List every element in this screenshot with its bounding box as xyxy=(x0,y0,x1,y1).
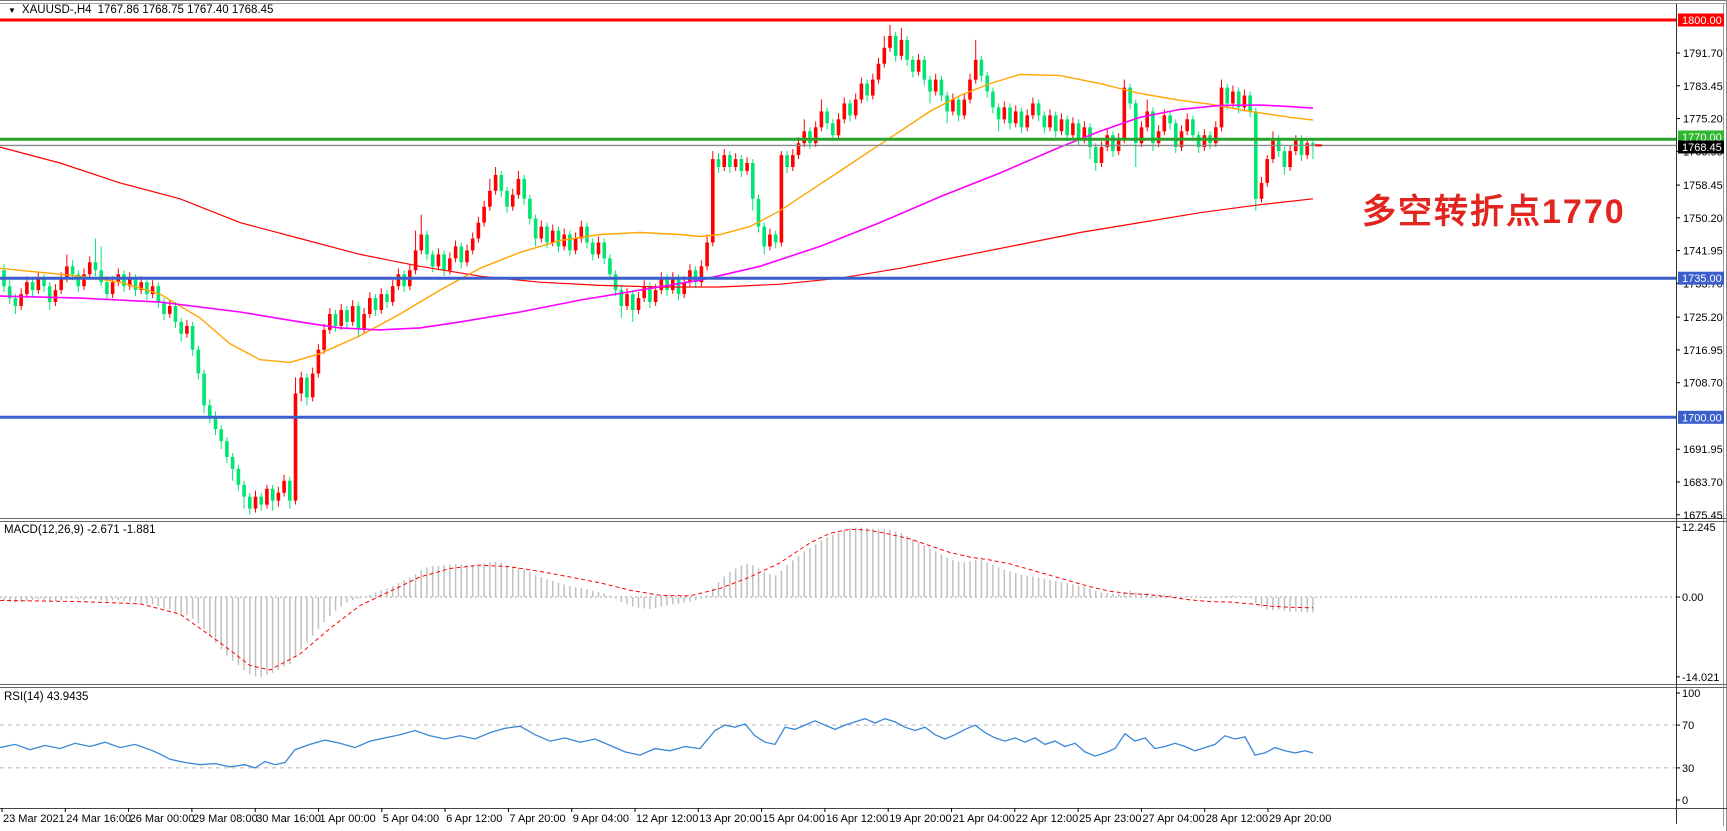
svg-text:6 Apr 12:00: 6 Apr 12:00 xyxy=(446,813,502,825)
svg-text:1691.95: 1691.95 xyxy=(1683,444,1723,456)
collapse-triangle-icon[interactable]: ▼ xyxy=(8,5,16,15)
svg-text:30 Mar 16:00: 30 Mar 16:00 xyxy=(256,813,321,825)
svg-text:70: 70 xyxy=(1682,720,1694,732)
svg-text:1775.20: 1775.20 xyxy=(1683,114,1723,126)
svg-text:24 Mar 16:00: 24 Mar 16:00 xyxy=(66,813,131,825)
svg-text:1800.00: 1800.00 xyxy=(1682,15,1722,27)
moving-averages xyxy=(0,73,1314,364)
svg-text:28 Apr 12:00: 28 Apr 12:00 xyxy=(1206,813,1268,825)
annotation-text-object[interactable]: 多空转折点1770 xyxy=(1362,193,1626,231)
horizontal-price-lines[interactable] xyxy=(0,18,1676,419)
svg-text:1783.45: 1783.45 xyxy=(1683,81,1723,93)
svg-text:1741.95: 1741.95 xyxy=(1683,246,1723,258)
svg-text:1683.70: 1683.70 xyxy=(1683,477,1723,489)
svg-text:1758.45: 1758.45 xyxy=(1683,180,1723,192)
svg-text:1 Apr 00:00: 1 Apr 00:00 xyxy=(320,813,376,825)
ohlc-values-label: 1767.86 1768.75 1767.40 1768.45 xyxy=(97,4,274,16)
svg-text:12 Apr 12:00: 12 Apr 12:00 xyxy=(636,813,698,825)
svg-text:1675.45: 1675.45 xyxy=(1683,510,1723,522)
macd-signal-line xyxy=(0,528,1314,671)
panel-separators[interactable] xyxy=(0,518,1727,809)
svg-text:21 Apr 04:00: 21 Apr 04:00 xyxy=(953,813,1015,825)
svg-text:25 Apr 23:00: 25 Apr 23:00 xyxy=(1079,813,1141,825)
svg-text:1725.20: 1725.20 xyxy=(1683,312,1723,324)
svg-text:26 Mar 00:00: 26 Mar 00:00 xyxy=(130,813,195,825)
candles xyxy=(2,24,1315,515)
svg-text:9 Apr 04:00: 9 Apr 04:00 xyxy=(573,813,629,825)
svg-text:1750.20: 1750.20 xyxy=(1683,213,1723,225)
svg-text:-14.021: -14.021 xyxy=(1682,672,1719,684)
macd-histogram xyxy=(3,527,1314,677)
svg-text:0: 0 xyxy=(1682,795,1688,807)
svg-text:13 Apr 20:00: 13 Apr 20:00 xyxy=(699,813,761,825)
svg-text:29 Mar 08:00: 29 Mar 08:00 xyxy=(193,813,258,825)
symbol-period-label: XAUUSD-,H4 xyxy=(21,4,92,16)
svg-text:27 Apr 04:00: 27 Apr 04:00 xyxy=(1142,813,1204,825)
svg-text:1708.70: 1708.70 xyxy=(1683,378,1723,390)
svg-text:29 Apr 20:00: 29 Apr 20:00 xyxy=(1269,813,1331,825)
svg-text:0.00: 0.00 xyxy=(1682,592,1703,604)
svg-text:30: 30 xyxy=(1682,763,1694,775)
svg-text:1768.45: 1768.45 xyxy=(1682,142,1722,154)
svg-text:19 Apr 20:00: 19 Apr 20:00 xyxy=(889,813,951,825)
svg-text:100: 100 xyxy=(1682,688,1700,700)
svg-text:12.245: 12.245 xyxy=(1682,522,1716,534)
svg-text:22 Apr 12:00: 22 Apr 12:00 xyxy=(1016,813,1078,825)
price-axis[interactable]: 1791.701783.451775.201766.951758.451750.… xyxy=(1676,4,1723,824)
macd-indicator-label: MACD(12,26,9) -2.671 -1.881 xyxy=(4,524,156,536)
svg-text:15 Apr 04:00: 15 Apr 04:00 xyxy=(763,813,825,825)
svg-text:23 Mar 2021: 23 Mar 2021 xyxy=(3,813,65,825)
svg-text:1735.00: 1735.00 xyxy=(1682,273,1722,285)
svg-text:1791.70: 1791.70 xyxy=(1683,48,1723,60)
svg-text:16 Apr 12:00: 16 Apr 12:00 xyxy=(826,813,888,825)
svg-text:7 Apr 20:00: 7 Apr 20:00 xyxy=(509,813,565,825)
rsi-panel xyxy=(0,718,1676,769)
chart-title-bar: ▼ XAUUSD-,H4 1767.86 1768.75 1767.40 176… xyxy=(8,4,273,16)
svg-text:1700.00: 1700.00 xyxy=(1682,412,1722,424)
svg-text:1716.95: 1716.95 xyxy=(1683,345,1723,357)
rsi-indicator-label: RSI(14) 43.9435 xyxy=(4,691,89,703)
svg-text:5 Apr 04:00: 5 Apr 04:00 xyxy=(383,813,439,825)
